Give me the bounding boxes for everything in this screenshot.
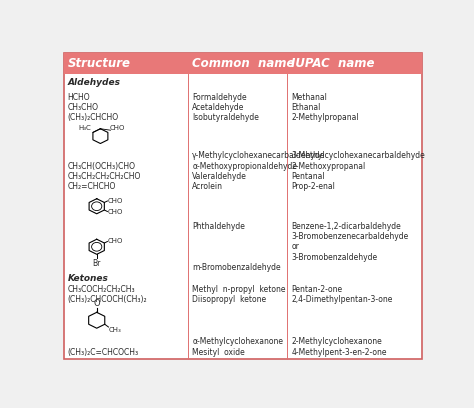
Text: CH₃: CH₃ (109, 327, 121, 333)
Text: 2-Methylcyclohexanone: 2-Methylcyclohexanone (292, 337, 382, 346)
Text: 2,4-Dimethylpentan-3-one: 2,4-Dimethylpentan-3-one (292, 295, 393, 304)
Text: CH₂=CHCHO: CH₂=CHCHO (67, 182, 116, 191)
Text: Mesityl  oxide: Mesityl oxide (192, 348, 245, 357)
Text: 3-Methylcyclohexanecarbaldehyde: 3-Methylcyclohexanecarbaldehyde (292, 151, 425, 160)
Text: Ethanal: Ethanal (292, 103, 321, 112)
Text: Pentan-2-one: Pentan-2-one (292, 285, 343, 294)
Text: Acetaldehyde: Acetaldehyde (192, 103, 245, 112)
Text: α-Methoxypropionaldehyde: α-Methoxypropionaldehyde (192, 162, 297, 171)
Text: Ketones: Ketones (67, 274, 108, 283)
Text: m-Bromobenzaldehyde: m-Bromobenzaldehyde (192, 262, 281, 272)
Text: γ-Methylcyclohexanecarbaldehyde: γ-Methylcyclohexanecarbaldehyde (192, 151, 326, 160)
Text: 3-Bromobenzenecarbaldehyde
or
3-Bromobenzaldehyde: 3-Bromobenzenecarbaldehyde or 3-Bromoben… (292, 232, 409, 262)
Text: Br: Br (92, 259, 101, 268)
Text: α-Methylcyclohexanone: α-Methylcyclohexanone (192, 337, 283, 346)
Text: H₃C: H₃C (78, 125, 91, 131)
Text: HCHO: HCHO (67, 93, 90, 102)
Text: 2-Methoxypropanal: 2-Methoxypropanal (292, 162, 365, 171)
Text: IUPAC  name: IUPAC name (292, 57, 375, 70)
Text: Valeraldehyde: Valeraldehyde (192, 172, 247, 181)
Text: Aldehydes: Aldehydes (67, 78, 120, 87)
Text: Prop-2-enal: Prop-2-enal (292, 182, 335, 191)
Text: Phthaldehyde: Phthaldehyde (192, 222, 245, 231)
Text: Isobutyraldehyde: Isobutyraldehyde (192, 113, 259, 122)
Text: CHO: CHO (108, 208, 123, 215)
Text: (CH₃)₂CHCOCH(CH₃)₂: (CH₃)₂CHCOCH(CH₃)₂ (67, 295, 147, 304)
Text: Diisopropyl  ketone: Diisopropyl ketone (192, 295, 266, 304)
Text: CH₃CHO: CH₃CHO (67, 103, 98, 112)
Text: Common  name: Common name (192, 57, 295, 70)
Text: Formaldehyde: Formaldehyde (192, 93, 247, 102)
Text: Acrolein: Acrolein (192, 182, 223, 191)
Bar (64, 53, 422, 74)
Text: CH₃COCH₂CH₂CH₃: CH₃COCH₂CH₂CH₃ (67, 285, 135, 294)
Text: CHO: CHO (108, 238, 123, 244)
Text: 4-Methylpent-3-en-2-one: 4-Methylpent-3-en-2-one (292, 348, 387, 357)
Text: CHO: CHO (109, 125, 125, 131)
Text: CH₃CH₂CH₂CH₂CHO: CH₃CH₂CH₂CH₂CHO (67, 172, 141, 181)
Text: Benzene-1,2-dicarbaldehyde: Benzene-1,2-dicarbaldehyde (292, 222, 401, 231)
Text: O: O (93, 299, 100, 308)
Text: CH₃CH(OCH₃)CHO: CH₃CH(OCH₃)CHO (67, 162, 136, 171)
Text: (CH₃)₂CHCHO: (CH₃)₂CHCHO (67, 113, 118, 122)
Text: Methanal: Methanal (292, 93, 327, 102)
Text: Pentanal: Pentanal (292, 172, 325, 181)
Text: 2-Methylpropanal: 2-Methylpropanal (292, 113, 359, 122)
Text: CHO: CHO (108, 198, 123, 204)
Text: Structure: Structure (67, 57, 130, 70)
Text: Methyl  n-propyl  ketone: Methyl n-propyl ketone (192, 285, 286, 294)
Text: (CH₃)₂C=CHCOCH₃: (CH₃)₂C=CHCOCH₃ (67, 348, 138, 357)
